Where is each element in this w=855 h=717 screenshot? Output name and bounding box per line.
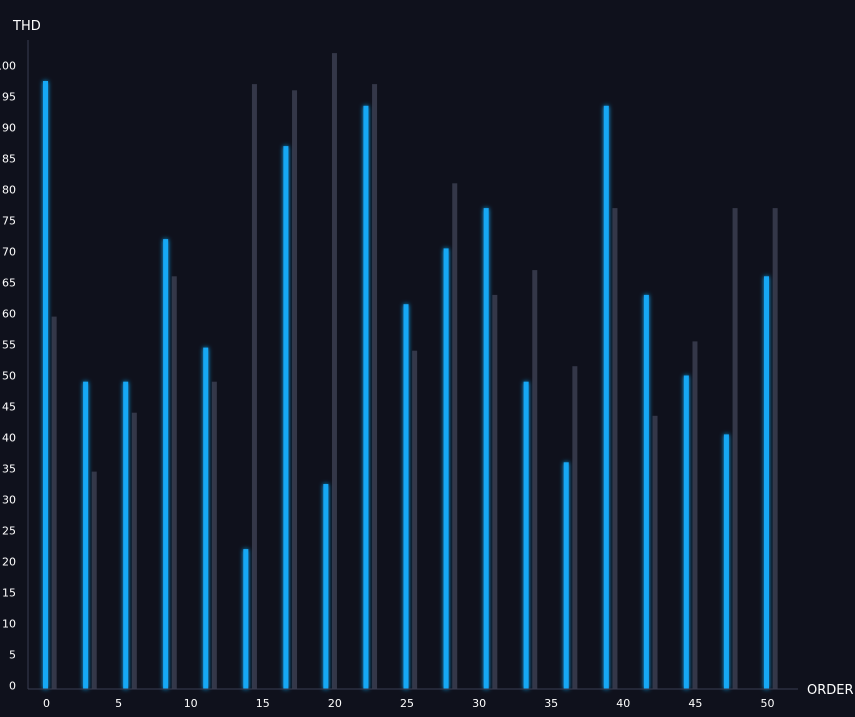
secondary-bar — [732, 208, 738, 689]
secondary-series — [51, 53, 778, 690]
y-tick-label: 50 — [2, 370, 16, 383]
y-tick-label: 80 — [2, 184, 16, 197]
y-tick-label: 100 — [0, 60, 16, 73]
primary-bar — [523, 381, 529, 689]
y-tick-label: 30 — [2, 494, 16, 507]
primary-bar — [723, 434, 729, 689]
primary-bar — [243, 549, 249, 689]
secondary-bar — [412, 350, 418, 689]
y-tick-label: 10 — [2, 618, 16, 631]
primary-bar — [403, 304, 409, 689]
y-tick-label: 95 — [2, 91, 16, 104]
x-tick-label: 15 — [256, 697, 270, 710]
primary-bar — [443, 248, 449, 689]
y-tick-label: 0 — [9, 680, 16, 693]
primary-bar — [643, 294, 649, 689]
x-tick-label: 35 — [544, 697, 558, 710]
y-tick-label: 25 — [2, 525, 16, 538]
secondary-bar — [51, 316, 57, 689]
primary-bar — [43, 81, 48, 689]
y-tick-label: 15 — [2, 587, 16, 600]
secondary-bar — [331, 53, 337, 690]
y-tick-label: 55 — [2, 339, 16, 352]
primary-bar — [163, 239, 169, 689]
x-tick-label: 0 — [43, 697, 50, 710]
y-tick-label: 40 — [2, 432, 16, 445]
primary-bar — [363, 105, 369, 690]
secondary-bar — [292, 90, 298, 690]
secondary-bar — [91, 471, 97, 689]
y-tick-label: 60 — [2, 308, 16, 321]
primary-bar — [323, 484, 329, 689]
secondary-bar — [492, 294, 498, 689]
primary-bar — [483, 208, 489, 689]
secondary-bar — [652, 415, 658, 689]
x-axis-title: ORDER — [807, 683, 854, 698]
x-tick-label: 40 — [616, 697, 630, 710]
y-axis-title: THD — [12, 19, 41, 34]
secondary-bar — [532, 270, 538, 689]
x-tick-label: 50 — [761, 697, 775, 710]
x-tick-label: 45 — [688, 697, 702, 710]
x-tick-label: 25 — [400, 697, 414, 710]
primary-bar — [123, 381, 129, 689]
secondary-bar — [211, 381, 217, 689]
primary-bar — [603, 105, 609, 690]
secondary-bar — [612, 208, 618, 689]
y-tick-label: 65 — [2, 277, 16, 290]
x-tick-label: 5 — [115, 697, 122, 710]
y-tick-labels: 0 5 10 15 20 25 30 35 40 45 50 55 60 65 70 75 80 85 90 95 10… — [0, 60, 16, 693]
primary-series — [43, 81, 769, 690]
secondary-bar — [372, 84, 378, 690]
secondary-bar — [692, 341, 698, 689]
y-tick-label: 70 — [2, 246, 16, 259]
y-tick-label: 5 — [9, 649, 16, 662]
secondary-bar — [171, 276, 177, 689]
x-tick-label: 20 — [328, 697, 342, 710]
secondary-bar — [452, 183, 458, 690]
primary-bar — [203, 347, 209, 689]
secondary-bar — [251, 84, 257, 690]
y-tick-label: 85 — [2, 153, 16, 166]
y-tick-label: 20 — [2, 556, 16, 569]
y-tick-label: 45 — [2, 401, 16, 414]
secondary-bar — [772, 208, 778, 689]
primary-bar — [563, 462, 569, 689]
x-tick-label: 30 — [472, 697, 486, 710]
y-tick-label: 75 — [2, 215, 16, 228]
secondary-bar — [131, 412, 137, 689]
y-tick-label: 90 — [2, 122, 16, 135]
x-tick-labels: 0 5 10 15 20 25 30 35 40 45 50 — [43, 697, 775, 710]
y-tick-label: 35 — [2, 463, 16, 476]
primary-bar — [83, 381, 89, 689]
secondary-bar — [572, 366, 578, 689]
x-tick-label: 10 — [184, 697, 198, 710]
primary-bar — [764, 276, 769, 689]
primary-bar — [283, 146, 289, 690]
primary-bar — [683, 375, 689, 689]
